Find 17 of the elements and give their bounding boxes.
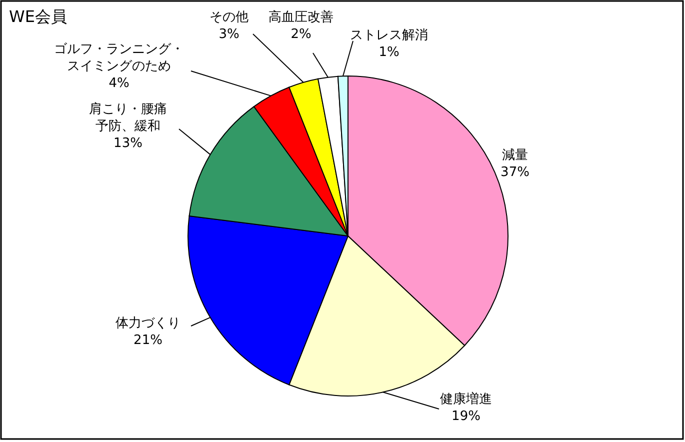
data-label: 1% bbox=[378, 45, 400, 60]
slice-label: 肩こり・腰痛予防、緩和 bbox=[89, 101, 167, 134]
slice-label: 高血圧改善 bbox=[268, 9, 334, 25]
data-label: 3% bbox=[218, 27, 240, 42]
data-label: 2% bbox=[290, 27, 312, 42]
slice-label: ゴルフ・ランニング・スイミングのため bbox=[54, 42, 184, 74]
slice-label: その他 bbox=[210, 10, 248, 25]
data-label: 21% bbox=[134, 333, 162, 348]
slice-label: ストレス解消 bbox=[350, 28, 428, 43]
chart-title: WE会員 bbox=[9, 7, 67, 26]
data-label: 4% bbox=[108, 76, 130, 91]
data-label: 19% bbox=[452, 409, 480, 424]
slice-label: 体力づくり bbox=[116, 316, 180, 331]
slice-label: 減量 bbox=[502, 148, 528, 163]
data-label: 37% bbox=[500, 165, 530, 180]
data-label: 13% bbox=[114, 136, 142, 151]
slice-label: 健康増進 bbox=[440, 391, 492, 407]
